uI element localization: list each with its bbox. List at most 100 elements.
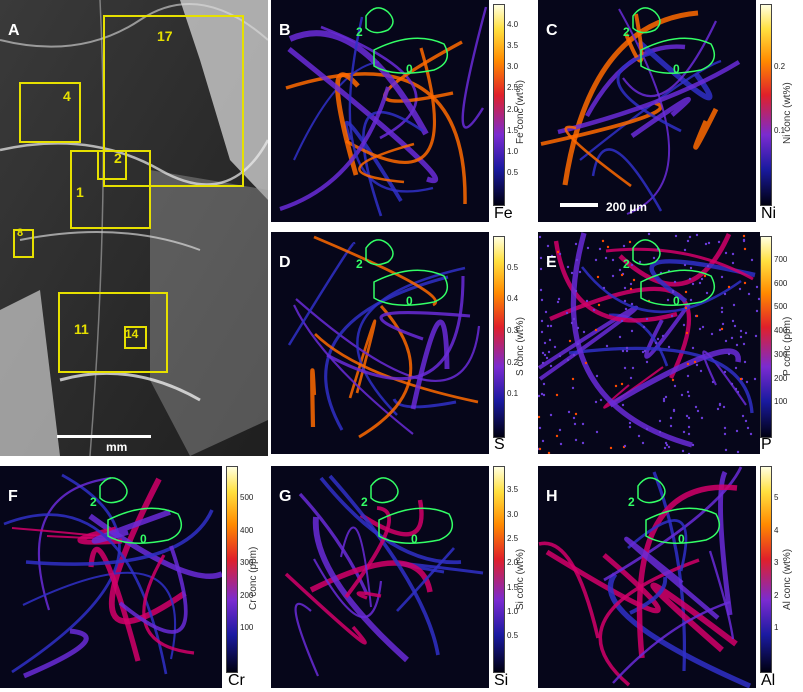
colorbar-tick: 0.1 xyxy=(507,389,519,399)
roi-label-0: 0 xyxy=(673,62,680,76)
roi-outline-2 xyxy=(632,7,661,34)
roi-outline-2 xyxy=(637,477,666,504)
colorbar-tick: 3.0 xyxy=(507,509,519,519)
colorbar-tick: 300 xyxy=(774,349,788,359)
region-label-17: 17 xyxy=(157,28,173,44)
element-symbol: Fe xyxy=(494,205,513,222)
colorbar-tick: 100 xyxy=(774,397,788,407)
roi-outline-0 xyxy=(378,507,454,544)
element-symbol: S xyxy=(494,436,505,453)
map-panel-al: H 2 0 xyxy=(538,466,756,688)
colorbar-cr xyxy=(226,466,238,673)
colorbar-tick: 2.5 xyxy=(507,83,519,93)
region-box-17 xyxy=(103,15,244,187)
map-image xyxy=(538,232,760,454)
colorbar-label: Si conc (wt%) xyxy=(515,548,526,610)
colorbar-tick: 4.0 xyxy=(507,20,519,30)
region-label-2: 2 xyxy=(114,150,122,166)
panel-letter: G xyxy=(279,488,292,505)
panel-a-micrograph: A 17 4 2 1 8 11 14 mm xyxy=(0,0,268,456)
colorbar-tick: 400 xyxy=(774,326,788,335)
roi-label-0: 0 xyxy=(406,62,413,76)
map-image xyxy=(287,235,481,439)
region-label-11: 11 xyxy=(74,321,89,337)
colorbar-tick: 500 xyxy=(774,302,788,312)
colorbar-tick: 3.5 xyxy=(507,485,519,495)
region-box-8 xyxy=(13,229,34,258)
roi-label-0: 0 xyxy=(411,532,418,546)
region-label-1: 1 xyxy=(76,184,84,200)
roi-outline-0 xyxy=(640,269,716,306)
roi-label-2: 2 xyxy=(90,495,97,509)
colorbar-label: Fe conc (wt%) xyxy=(515,80,526,144)
roi-outline-2 xyxy=(99,477,128,504)
colorbar-tick: 1.5 xyxy=(507,582,519,592)
colorbar-tick: 500 xyxy=(240,493,254,503)
roi-outline-0 xyxy=(373,269,449,306)
roi-label-0: 0 xyxy=(140,532,147,546)
colorbar-tick: 200 xyxy=(774,373,788,383)
colorbar-tick: 0.4 xyxy=(507,294,519,304)
panel-letter: E xyxy=(546,254,557,271)
region-label-4: 4 xyxy=(63,88,71,104)
colorbar-tick: 0.3 xyxy=(507,326,519,335)
colorbar-tick: 100 xyxy=(240,623,254,633)
scale-label: 200 µm xyxy=(606,200,647,214)
element-symbol: Si xyxy=(494,672,509,689)
colorbar-al xyxy=(760,466,772,673)
colorbar-tick: 5 xyxy=(774,493,779,503)
colorbar-tick: 400 xyxy=(240,525,254,535)
roi-outline-2 xyxy=(365,239,394,266)
region-box-14 xyxy=(124,326,147,349)
colorbar-tick: 0.2 xyxy=(507,357,519,367)
map-panel-cr: F 2 0 xyxy=(0,466,222,688)
colorbar-tick: 0.5 xyxy=(507,631,519,641)
colorbar-fe xyxy=(493,4,505,206)
roi-label-0: 0 xyxy=(406,294,413,308)
map-panel-s: D 2 0 xyxy=(271,232,489,454)
roi-outline-2 xyxy=(370,477,399,504)
colorbar-si xyxy=(493,466,505,673)
scale-bar xyxy=(560,203,598,207)
roi-label-2: 2 xyxy=(356,257,363,271)
map-image xyxy=(284,474,484,677)
colorbar-tick: 1.0 xyxy=(507,607,519,617)
colorbar-tick: 0.5 xyxy=(507,262,519,272)
colorbar-label: Ni conc (wt%) xyxy=(782,82,793,144)
region-box-4 xyxy=(19,82,81,143)
map-image xyxy=(3,473,222,679)
colorbar-tick: 0.2 xyxy=(774,62,786,72)
panel-letter: C xyxy=(546,22,558,39)
roi-outline-0 xyxy=(645,507,721,544)
region-label-14: 14 xyxy=(125,327,139,341)
panel-letter: B xyxy=(279,22,291,39)
map-panel-si: G 2 0 xyxy=(271,466,489,688)
panel-letter: A xyxy=(8,22,20,39)
roi-outline-0 xyxy=(107,507,183,544)
roi-label-2: 2 xyxy=(361,495,368,509)
colorbar-tick: 0.1 xyxy=(774,125,786,135)
colorbar-tick: 1 xyxy=(774,623,779,633)
colorbar-label: Al conc (wt%) xyxy=(782,548,793,610)
roi-label-2: 2 xyxy=(356,25,363,39)
roi-label-2: 2 xyxy=(623,257,630,271)
colorbar-tick: 1.0 xyxy=(507,146,519,156)
panel-letter: H xyxy=(546,488,558,505)
map-image xyxy=(279,6,488,217)
colorbar-p xyxy=(760,236,772,438)
colorbar-tick: 1.5 xyxy=(507,125,519,135)
roi-label-0: 0 xyxy=(678,532,685,546)
colorbar-s xyxy=(493,236,505,438)
roi-outline-2 xyxy=(365,7,394,34)
panel-letter: D xyxy=(279,254,291,271)
colorbar-ni xyxy=(760,4,772,206)
micrograph-texture xyxy=(0,0,268,456)
map-panel-fe: B 2 0 xyxy=(271,0,489,222)
region-box-11 xyxy=(58,292,168,373)
element-symbol: Al xyxy=(761,672,776,689)
colorbar-tick: 2.5 xyxy=(507,534,519,544)
scale-label: mm xyxy=(106,440,128,454)
roi-outline-0 xyxy=(640,37,716,74)
scale-bar xyxy=(57,435,151,438)
colorbar-tick: 2.0 xyxy=(507,558,519,568)
